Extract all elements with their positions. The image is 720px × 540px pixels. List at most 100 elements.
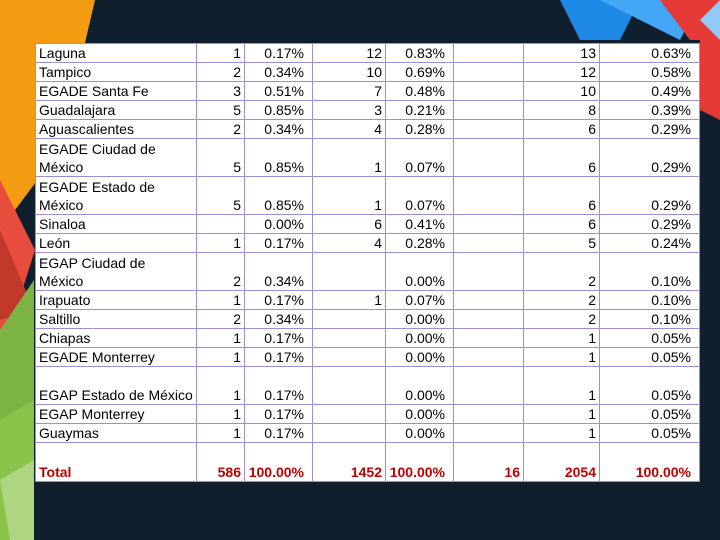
total-count-cell: 10 xyxy=(523,81,600,101)
count-cell: 3 xyxy=(312,100,386,120)
total-percent-cell: 100.00% xyxy=(244,442,313,482)
total-total-count-cell: 2054 xyxy=(523,442,600,482)
percent-cell: 0.00% xyxy=(385,423,454,443)
table-row: Guadalajara 5 0.85% 3 0.21% 8 0.39% xyxy=(35,100,700,120)
percent-cell: 0.34% xyxy=(244,119,313,139)
percent-cell: 0.17% xyxy=(244,404,313,424)
percent-cell: 0.17% xyxy=(244,290,313,310)
count-cell: 2 xyxy=(196,309,245,329)
total-count-cell: 2 xyxy=(523,290,600,310)
count-cell xyxy=(312,328,386,348)
total-percent-cell: 0.05% xyxy=(599,366,700,405)
total-campus-cell: Total xyxy=(35,442,197,482)
table-row: Irapuato 1 0.17% 1 0.07% 2 0.10% xyxy=(35,290,700,310)
total-count-cell: 1 xyxy=(523,423,600,443)
percent-cell: 0.34% xyxy=(244,62,313,82)
count-cell xyxy=(453,404,524,424)
total-count-cell: 1 xyxy=(523,328,600,348)
count-cell: 1 xyxy=(196,233,245,253)
table-row: Aguascalientes 2 0.34% 4 0.28% 6 0.29% xyxy=(35,119,700,139)
table-row: Guaymas 1 0.17% 0.00% 1 0.05% xyxy=(35,423,700,443)
total-count-cell: 6 xyxy=(523,214,600,234)
total-count-cell: 1 xyxy=(523,404,600,424)
table-row: EGADE Santa Fe 3 0.51% 7 0.48% 10 0.49% xyxy=(35,81,700,101)
campus-cell: EGAP Monterrey xyxy=(35,404,197,424)
count-cell xyxy=(453,43,524,63)
count-cell: 7 xyxy=(312,81,386,101)
percent-cell: 0.07% xyxy=(385,290,454,310)
campus-cell: Saltillo xyxy=(35,309,197,329)
count-cell: 4 xyxy=(312,233,386,253)
campus-cell: Irapuato xyxy=(35,290,197,310)
count-cell: 5 xyxy=(196,138,245,177)
total-percent-cell: 0.05% xyxy=(599,328,700,348)
total-percent-cell: 0.29% xyxy=(599,138,700,177)
count-cell xyxy=(453,233,524,253)
percent-cell: 0.00% xyxy=(385,347,454,367)
total-total-percent-cell: 100.00% xyxy=(599,442,700,482)
percent-cell: 0.34% xyxy=(244,309,313,329)
count-cell xyxy=(196,214,245,234)
count-cell xyxy=(453,62,524,82)
enrollment-table-container: Laguna 1 0.17% 12 0.83% 13 0.63% Tampico 2 0.34% 1… xyxy=(35,43,700,482)
table-row: León 1 0.17% 4 0.28% 5 0.24% xyxy=(35,233,700,253)
count-cell xyxy=(453,328,524,348)
table-row: EGADE Monterrey 1 0.17% 0.00% 1 0.05% xyxy=(35,347,700,367)
campus-cell: León xyxy=(35,233,197,253)
count-cell xyxy=(312,404,386,424)
total-count-cell: 1 xyxy=(523,347,600,367)
count-cell xyxy=(453,214,524,234)
percent-cell: 0.07% xyxy=(385,138,454,177)
count-cell xyxy=(453,100,524,120)
count-cell: 1 xyxy=(196,43,245,63)
percent-cell: 0.00% xyxy=(244,214,313,234)
total-percent-cell: 0.63% xyxy=(599,43,700,63)
percent-cell: 0.51% xyxy=(244,81,313,101)
count-cell: 1 xyxy=(196,347,245,367)
campus-cell: Laguna xyxy=(35,43,197,63)
percent-cell: 0.34% xyxy=(244,252,313,291)
total-count-cell: 8 xyxy=(523,100,600,120)
percent-cell: 0.00% xyxy=(385,328,454,348)
count-cell: 2 xyxy=(196,62,245,82)
total-percent-cell: 0.29% xyxy=(599,119,700,139)
table-row: EGAP Ciudad de México 2 0.34% 0.00% 2 0.10% xyxy=(35,252,700,291)
percent-cell: 0.28% xyxy=(385,119,454,139)
percent-cell: 0.17% xyxy=(244,347,313,367)
total-count-cell: 1 xyxy=(523,366,600,405)
campus-cell: EGADE Santa Fe xyxy=(35,81,197,101)
total-percent-cell: 0.39% xyxy=(599,100,700,120)
count-cell: 1 xyxy=(312,176,386,215)
total-percent-cell: 0.24% xyxy=(599,233,700,253)
total-count-cell: 1452 xyxy=(312,442,386,482)
percent-cell: 0.85% xyxy=(244,138,313,177)
count-cell: 2 xyxy=(196,119,245,139)
count-cell xyxy=(453,252,524,291)
total-count-cell: 2 xyxy=(523,252,600,291)
count-cell xyxy=(453,366,524,405)
percent-cell: 0.69% xyxy=(385,62,454,82)
table-row: EGADE Ciudad de México 5 0.85% 1 0.07% 6 0.29% xyxy=(35,138,700,177)
percent-cell: 0.83% xyxy=(385,43,454,63)
count-cell: 3 xyxy=(196,81,245,101)
table-row: EGADE Estado de México 5 0.85% 1 0.07% 6 0.29% xyxy=(35,176,700,215)
total-percent-cell: 0.29% xyxy=(599,214,700,234)
total-count-cell: 12 xyxy=(523,62,600,82)
count-cell: 5 xyxy=(196,100,245,120)
count-cell: 4 xyxy=(312,119,386,139)
percent-cell: 0.48% xyxy=(385,81,454,101)
count-cell: 10 xyxy=(312,62,386,82)
count-cell xyxy=(312,252,386,291)
table-row: Tampico 2 0.34% 10 0.69% 12 0.58% xyxy=(35,62,700,82)
total-count-cell: 6 xyxy=(523,119,600,139)
total-percent-cell: 0.05% xyxy=(599,404,700,424)
percent-cell: 0.17% xyxy=(244,366,313,405)
campus-cell: EGADE Estado de México xyxy=(35,176,197,215)
count-cell xyxy=(453,290,524,310)
count-cell xyxy=(453,138,524,177)
count-cell: 1 xyxy=(312,138,386,177)
count-cell: 1 xyxy=(196,328,245,348)
enrollment-table: Laguna 1 0.17% 12 0.83% 13 0.63% Tampico 2 0.34% 1… xyxy=(35,43,700,482)
table-body: Laguna 1 0.17% 12 0.83% 13 0.63% Tampico 2 0.34% 1… xyxy=(35,43,700,482)
total-percent-cell: 100.00% xyxy=(385,442,454,482)
